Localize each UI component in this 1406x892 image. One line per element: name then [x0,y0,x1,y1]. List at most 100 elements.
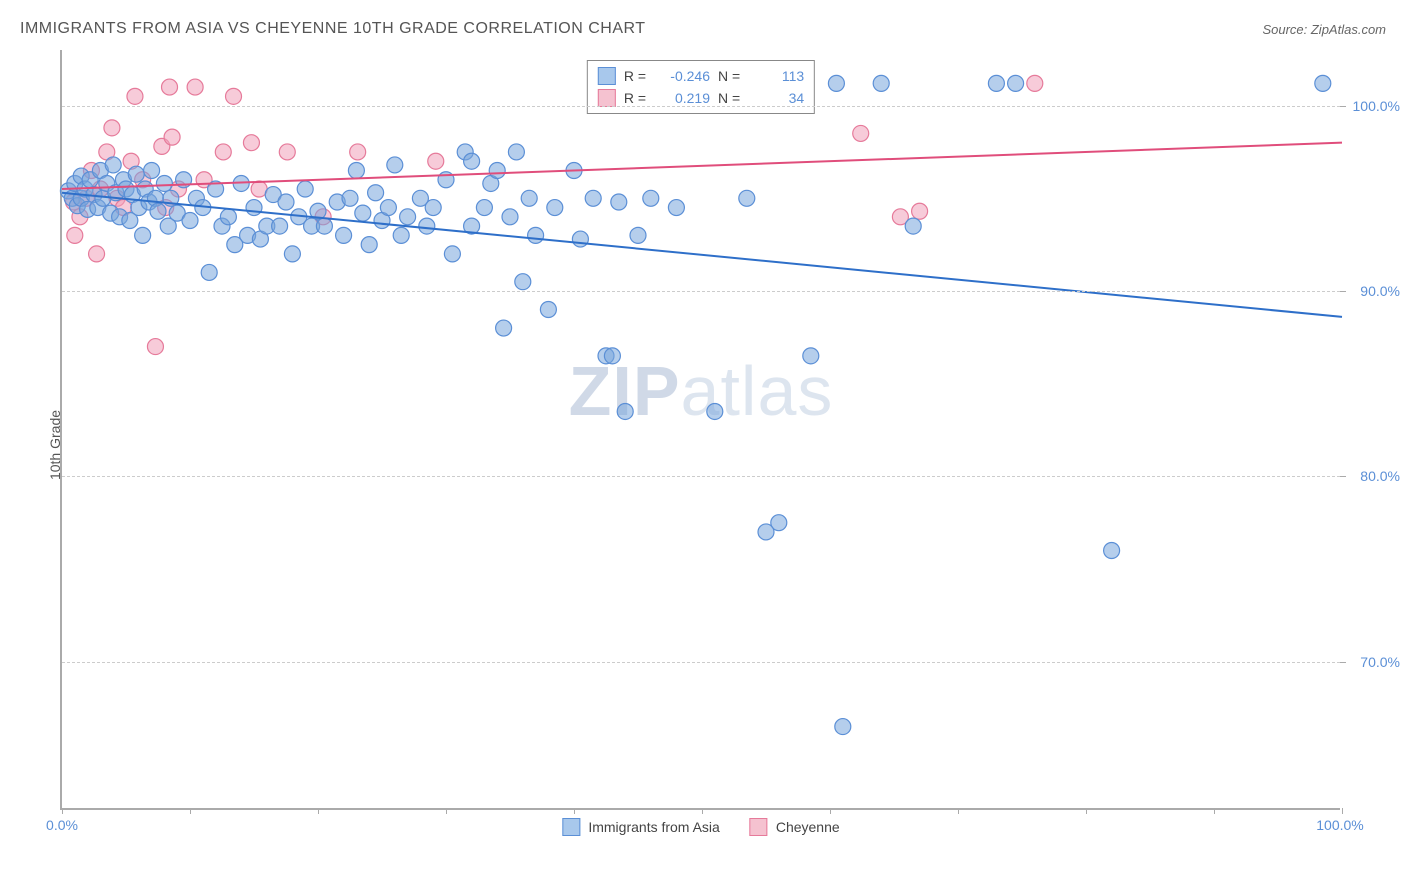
data-point [425,200,441,216]
y-tick-label: 70.0% [1360,654,1400,670]
data-point [496,320,512,336]
legend-item-blue: Immigrants from Asia [562,818,719,836]
data-point [873,75,889,91]
chart-container: 10th Grade ZIPatlas R = -0.246 N = 113 R… [60,50,1386,840]
data-point [585,190,601,206]
x-max-label: 100.0% [1316,817,1363,833]
data-point [1315,75,1331,91]
swatch-blue [598,67,616,85]
data-point [89,246,105,262]
data-point [278,194,294,210]
scatter-svg [62,50,1342,810]
data-point [528,227,544,243]
data-point [419,218,435,234]
x-tick [574,808,575,814]
x-tick [1342,808,1343,814]
data-point [272,218,288,234]
data-point [643,190,659,206]
data-point [387,157,403,173]
y-tick [1340,291,1346,292]
data-point [67,227,83,243]
x-tick [318,808,319,814]
data-point [604,348,620,364]
data-point [127,88,143,104]
legend-n-label: N = [718,68,740,84]
data-point [156,175,172,191]
swatch-bottom-blue [562,818,580,836]
data-point [489,162,505,178]
plot-area: ZIPatlas R = -0.246 N = 113 R = 0.219 N … [60,50,1340,810]
data-point [348,162,364,178]
data-point [835,719,851,735]
y-tick-label: 100.0% [1353,98,1400,114]
data-point [342,190,358,206]
data-point [284,246,300,262]
data-point [220,209,236,225]
data-point [135,227,151,243]
x-tick [62,808,63,814]
data-point [508,144,524,160]
data-point [243,135,259,151]
data-point [803,348,819,364]
data-point [215,144,231,160]
data-point [182,213,198,229]
swatch-pink [598,89,616,107]
data-point [515,274,531,290]
data-point [547,200,563,216]
legend-n-label: N = [718,90,740,106]
data-point [668,200,684,216]
data-point [464,153,480,169]
data-point [428,153,444,169]
data-point [246,200,262,216]
gridline-h [62,476,1340,477]
data-point [707,403,723,419]
x-tick [190,808,191,814]
data-point [201,264,217,280]
x-tick [446,808,447,814]
data-point [502,209,518,225]
data-point [105,157,121,173]
data-point [380,200,396,216]
x-tick [702,808,703,814]
y-tick [1340,476,1346,477]
data-point [905,218,921,234]
data-point [444,246,460,262]
data-point [336,227,352,243]
data-point [150,203,166,219]
data-point [144,162,160,178]
data-point [611,194,627,210]
series-legend: Immigrants from Asia Cheyenne [562,818,839,836]
data-point [361,237,377,253]
swatch-bottom-pink [750,818,768,836]
data-point [771,515,787,531]
data-point [572,231,588,247]
data-point [279,144,295,160]
data-point [521,190,537,206]
y-tick-label: 90.0% [1360,283,1400,299]
data-point [1008,75,1024,91]
data-point [853,125,869,141]
data-point [828,75,844,91]
legend-r-blue: -0.246 [654,68,710,84]
data-point [400,209,416,225]
legend-r-label: R = [624,68,646,84]
data-point [187,79,203,95]
legend-label-blue: Immigrants from Asia [588,819,719,835]
data-point [739,190,755,206]
data-point [226,88,242,104]
x-tick [958,808,959,814]
gridline-h [62,291,1340,292]
data-point [988,75,1004,91]
data-point [393,227,409,243]
data-point [297,181,313,197]
data-point [164,129,180,145]
data-point [1027,75,1043,91]
legend-n-pink: 34 [748,90,804,106]
data-point [476,200,492,216]
data-point [104,120,120,136]
data-point [355,205,371,221]
gridline-h [62,662,1340,663]
data-point [368,185,384,201]
legend-item-pink: Cheyenne [750,818,840,836]
legend-n-blue: 113 [748,68,804,84]
